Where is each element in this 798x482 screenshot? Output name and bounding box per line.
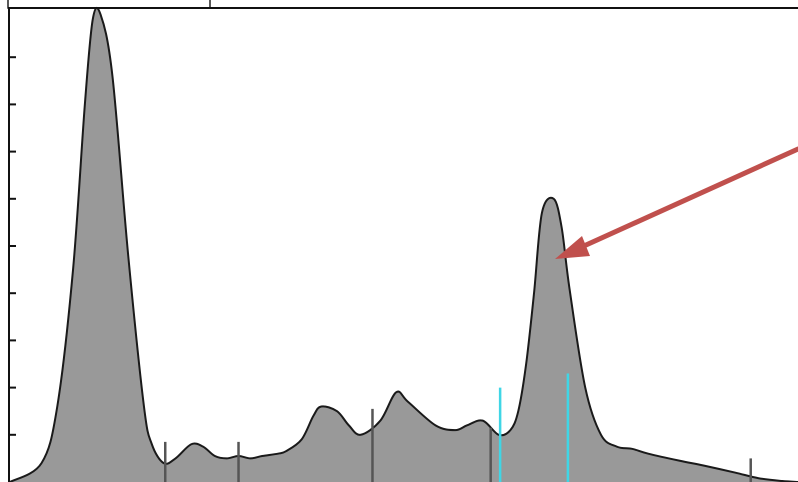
annotation-arrow [555,146,798,259]
series-line-0 [9,6,798,482]
title-tab-outline [7,0,211,9]
arrow-head [555,236,590,259]
